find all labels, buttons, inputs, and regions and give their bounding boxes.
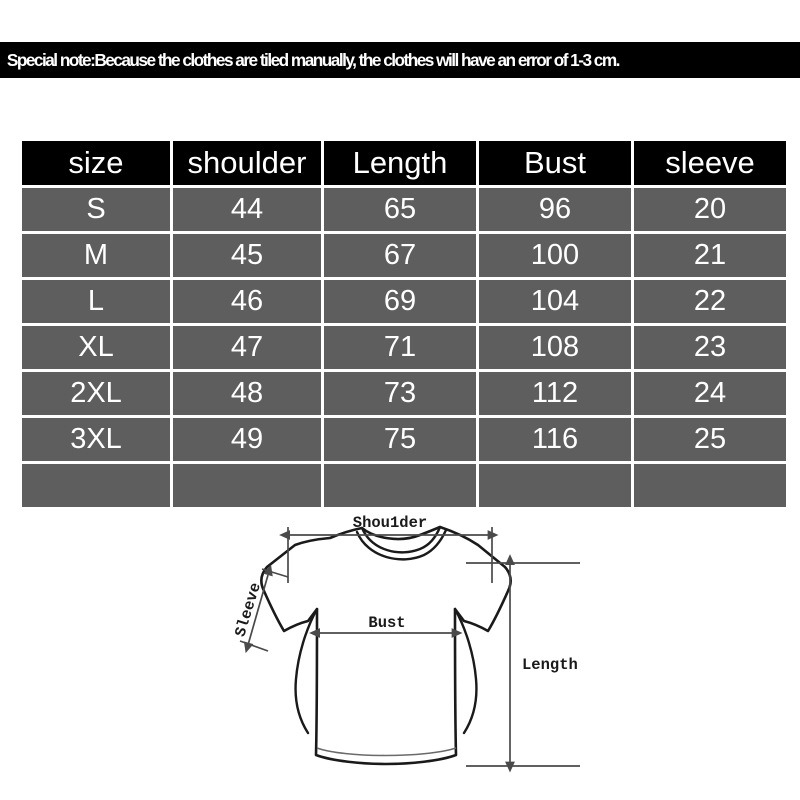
cell-measurement: 100 [479,234,631,277]
shoulder-dimension [279,527,499,583]
cell-size: 2XL [22,372,170,415]
cell-measurement [324,464,476,507]
length-dimension-label: Length [522,656,578,674]
special-note-text: Special note:Because the clothes are til… [6,49,621,70]
cell-measurement: 65 [324,188,476,231]
column-header-shoulder: shoulder [173,141,321,185]
cell-measurement: 112 [479,372,631,415]
table-row: M 45 67 100 21 [22,234,786,277]
cell-measurement: 47 [173,326,321,369]
cell-measurement: 69 [324,280,476,323]
cell-measurement: 49 [173,418,321,461]
cell-measurement: 67 [324,234,476,277]
column-header-length: Length [324,141,476,185]
cell-measurement: 48 [173,372,321,415]
cell-size: 3XL [22,418,170,461]
table-row [22,464,786,507]
cell-measurement: 23 [634,326,786,369]
cell-measurement: 75 [324,418,476,461]
cell-measurement [173,464,321,507]
cell-measurement: 116 [479,418,631,461]
table-row: L 46 69 104 22 [22,280,786,323]
cell-measurement: 25 [634,418,786,461]
cell-measurement: 96 [479,188,631,231]
cell-measurement: 46 [173,280,321,323]
table-header-row: size shoulder Length Bust sleeve [22,141,786,185]
table-row: 3XL 49 75 116 25 [22,418,786,461]
cell-size [22,464,170,507]
cell-measurement: 22 [634,280,786,323]
cell-size: M [22,234,170,277]
cell-measurement [479,464,631,507]
cell-measurement: 20 [634,188,786,231]
length-dimension [466,554,580,773]
cell-measurement: 44 [173,188,321,231]
table-body: S 44 65 96 20 M 45 67 100 21 L 46 69 104 22 XL 47 71 108 23… [22,188,786,507]
special-note-banner: Special note:Because the clothes are til… [0,42,800,78]
cell-measurement [634,464,786,507]
cell-measurement: 21 [634,234,786,277]
sleeve-dimension [239,564,289,654]
table-row: S 44 65 96 20 [22,188,786,231]
cell-measurement: 108 [479,326,631,369]
bust-dimension-label: Bust [368,614,405,632]
size-chart-table: size shoulder Length Bust sleeve S 44 65 96… [19,138,789,510]
cell-size: L [22,280,170,323]
cell-measurement: 73 [324,372,476,415]
cell-measurement: 24 [634,372,786,415]
column-header-size: size [22,141,170,185]
table-row: XL 47 71 108 23 [22,326,786,369]
cell-size: XL [22,326,170,369]
cell-size: S [22,188,170,231]
cell-measurement: 71 [324,326,476,369]
cell-measurement: 45 [173,234,321,277]
garment-measurement-diagram: Shou1der Sleeve Bust Length [0,505,800,800]
cell-measurement: 104 [479,280,631,323]
hem-detail [316,747,457,757]
column-header-sleeve: sleeve [634,141,786,185]
sleeve-dimension-label: Sleeve [231,581,265,640]
table-row: 2XL 48 73 112 24 [22,372,786,415]
column-header-bust: Bust [479,141,631,185]
sleeve-seams [294,607,478,735]
shoulder-dimension-label: Shou1der [353,514,427,532]
